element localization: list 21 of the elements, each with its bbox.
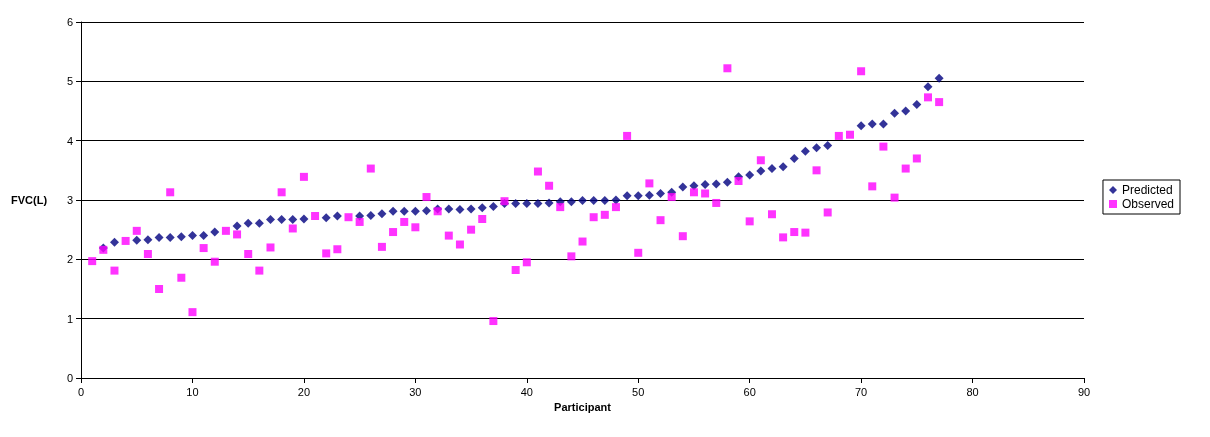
legend-label: Observed xyxy=(1121,197,1175,211)
y-tick-label: 2 xyxy=(66,253,74,266)
x-tick-label: 70 xyxy=(855,385,868,398)
x-tick-label: 80 xyxy=(966,385,979,398)
x-tick-label: 90 xyxy=(1077,385,1091,398)
x-tick-label: 40 xyxy=(520,385,533,398)
y-tick-label: 6 xyxy=(66,16,74,28)
x-axis-title: Participant xyxy=(554,401,612,414)
x-tick-label: 50 xyxy=(632,385,645,398)
y-tick-label: 5 xyxy=(66,75,74,88)
y-axis-title: FVC(L) xyxy=(11,194,48,206)
y-tick-label: 0 xyxy=(66,372,74,384)
y-tick-label: 4 xyxy=(66,134,74,147)
x-tick-label: 60 xyxy=(743,385,756,398)
x-tick-label: 0 xyxy=(77,385,85,398)
y-tick-label: 3 xyxy=(66,194,74,206)
y-tick-label: 1 xyxy=(66,312,74,325)
x-tick-label: 30 xyxy=(409,385,422,398)
x-tick-label: 10 xyxy=(186,385,199,398)
x-tick-label: 20 xyxy=(297,385,311,398)
legend-label: Predicted xyxy=(1121,183,1173,197)
